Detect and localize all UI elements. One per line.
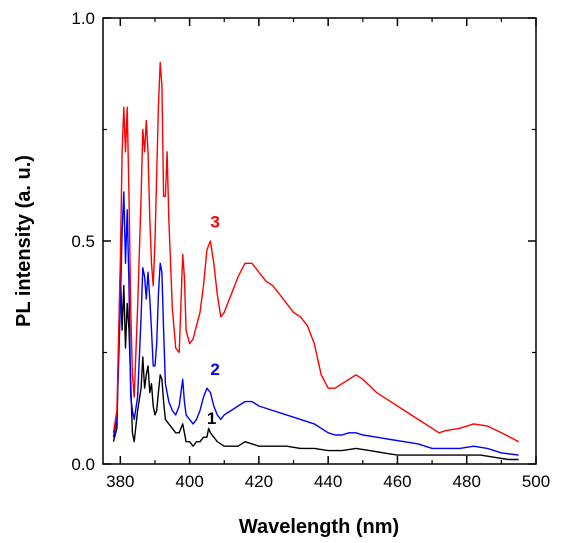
- series-3-label: 3: [210, 213, 219, 232]
- x-tick-label: 400: [175, 472, 203, 491]
- x-tick-label: 420: [245, 472, 273, 491]
- x-tick-label: 480: [453, 472, 481, 491]
- axis-ticks: [103, 17, 537, 465]
- x-tick-label: 380: [106, 472, 134, 491]
- x-tick-label: 440: [314, 472, 342, 491]
- y-tick-label: 0.5: [71, 232, 95, 251]
- x-axis-title: Wavelength (nm): [239, 516, 399, 538]
- series-2-label: 2: [210, 360, 219, 379]
- series-lines: [112, 61, 520, 461]
- series-3-line: [112, 61, 520, 443]
- x-tick-label: 500: [522, 472, 550, 491]
- series-2-line: [112, 191, 519, 456]
- y-tick-label: 1.0: [71, 9, 95, 28]
- series-1-line: [112, 267, 519, 461]
- x-tick-label: 460: [383, 472, 411, 491]
- tick-labels: 380 400 420 440 460 480 500 0.0 0.5 1.0: [71, 9, 550, 491]
- y-tick-label: 0.0: [71, 455, 95, 474]
- y-axis-title: PL intensity (a. u.): [13, 155, 35, 327]
- series-labels: 1 2 3: [207, 213, 220, 428]
- series-1-label: 1: [207, 409, 216, 428]
